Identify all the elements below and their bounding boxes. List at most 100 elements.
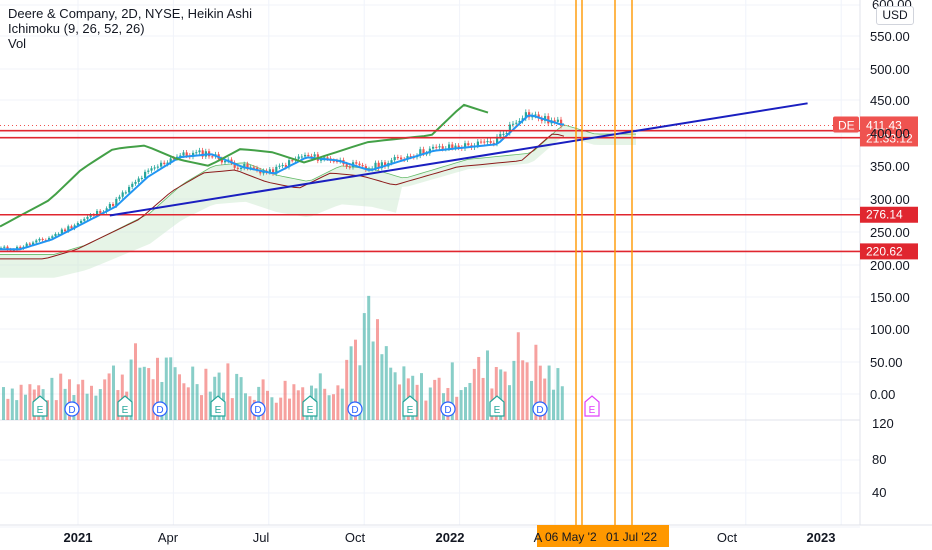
candle-body [355, 162, 358, 164]
volume-bar [512, 360, 516, 420]
time-axis-tick: 2022 [436, 530, 465, 545]
volume-bar [543, 378, 547, 420]
level-price-label-bg [860, 243, 918, 260]
price-axis-tick: 450.00 [870, 93, 910, 108]
volume-bar [230, 398, 234, 420]
volume-bar [103, 379, 107, 420]
price-axis-tick: 400.00 [870, 126, 910, 141]
volume-bar [138, 367, 142, 420]
candle-body [480, 141, 483, 143]
candle-body [537, 114, 540, 119]
price-axis-tick: 350.00 [870, 159, 910, 174]
candle-body [105, 208, 108, 212]
candle-body [172, 158, 175, 160]
candle-body [96, 210, 99, 216]
volume-bar [428, 387, 432, 420]
dividend-marker-icon[interactable] [347, 401, 363, 417]
earnings-marker-icon[interactable] [302, 395, 318, 417]
volume-bar [398, 384, 401, 420]
candle-body [393, 157, 396, 161]
level-price-label-bg [860, 206, 918, 223]
candle-body [275, 166, 278, 174]
volume-bar [160, 381, 164, 420]
candle-body [518, 120, 521, 123]
event-markers[interactable]: E E E E E E ED D D D D D [32, 395, 600, 417]
candle-body [272, 169, 275, 174]
volume-bar [173, 367, 177, 420]
trend-line[interactable] [109, 102, 808, 217]
earnings-marker-icon[interactable] [489, 395, 505, 417]
volume-bar [81, 379, 85, 420]
candle-body [313, 154, 316, 157]
earnings-marker-label: E [122, 405, 129, 416]
candle-body [153, 167, 156, 169]
lower-axis-tick: 120 [872, 416, 894, 431]
symbol-tag-bg [833, 116, 859, 133]
candle-body [534, 114, 537, 116]
ichimoku-legend[interactable]: Ichimoku (9, 26, 52, 26) [8, 21, 145, 36]
dividend-marker-icon[interactable] [440, 401, 456, 417]
candle-body [432, 146, 435, 149]
ichimoku-cloud [0, 124, 636, 278]
candle-body [540, 118, 543, 121]
base-line [0, 133, 565, 260]
volume-bar [200, 395, 203, 420]
time-axis-tick: 2021 [64, 530, 93, 545]
volume-bar [204, 368, 208, 420]
dividend-marker-icon[interactable] [152, 401, 168, 417]
last-price-badge[interactable] [860, 116, 918, 147]
candle-body [268, 169, 271, 173]
price-axis-tick: 100.00 [870, 322, 910, 337]
candle-body [310, 156, 313, 158]
candle-body [134, 181, 137, 184]
dividend-marker-icon[interactable] [532, 401, 548, 417]
dividend-marker-icon[interactable] [64, 401, 80, 417]
volume-bar [402, 366, 406, 420]
candle-body [300, 156, 303, 158]
candle-body [86, 216, 89, 219]
earnings-marker-icon[interactable] [402, 395, 418, 417]
volume-bar [534, 344, 538, 420]
candle-body [304, 154, 307, 157]
volume-bar [424, 400, 428, 420]
grid-lines [0, 0, 932, 528]
earnings-marker-label: E [407, 405, 414, 416]
volume-bar [112, 365, 115, 420]
candle-body [67, 226, 70, 232]
earnings-marker-label: E [37, 405, 44, 416]
candle-body [144, 171, 147, 178]
currency-button[interactable]: USD [876, 6, 914, 25]
trend-line[interactable] [109, 102, 808, 217]
volume-bar [437, 377, 441, 420]
volume-bar [107, 373, 111, 420]
candle-body [80, 220, 83, 224]
volume-bar [345, 359, 349, 420]
dividend-marker-icon[interactable] [250, 401, 266, 417]
candle-body [288, 160, 291, 168]
candle-body [35, 240, 38, 243]
volume-bar [552, 389, 555, 420]
earnings-marker-icon[interactable] [210, 395, 226, 417]
time-axis-tick: Oct [717, 530, 738, 545]
candle-body [496, 136, 499, 144]
volume-bar [120, 374, 124, 420]
candle-body [224, 160, 227, 163]
volume-bar [182, 383, 186, 420]
volume-bars [2, 295, 564, 420]
time-axis-tick: 2023 [807, 530, 836, 545]
candle-body [377, 162, 380, 169]
volume-bar [90, 385, 93, 420]
earnings-marker-icon[interactable] [117, 395, 133, 417]
candle-body [156, 166, 159, 168]
vertical-markers[interactable]: 06 May '2 01 Jul '22 [537, 0, 669, 547]
volume-legend[interactable]: Vol [8, 36, 27, 51]
earnings-marker-icon[interactable] [32, 395, 48, 417]
candle-body [476, 141, 479, 146]
symbol-title[interactable]: Deere & Company, 2D, NYSE, Heikin Ashi [8, 6, 252, 21]
volume-bar [362, 313, 366, 420]
volume-bar [464, 387, 467, 420]
candle-body [99, 210, 102, 214]
earnings-marker-icon[interactable] [584, 395, 600, 417]
